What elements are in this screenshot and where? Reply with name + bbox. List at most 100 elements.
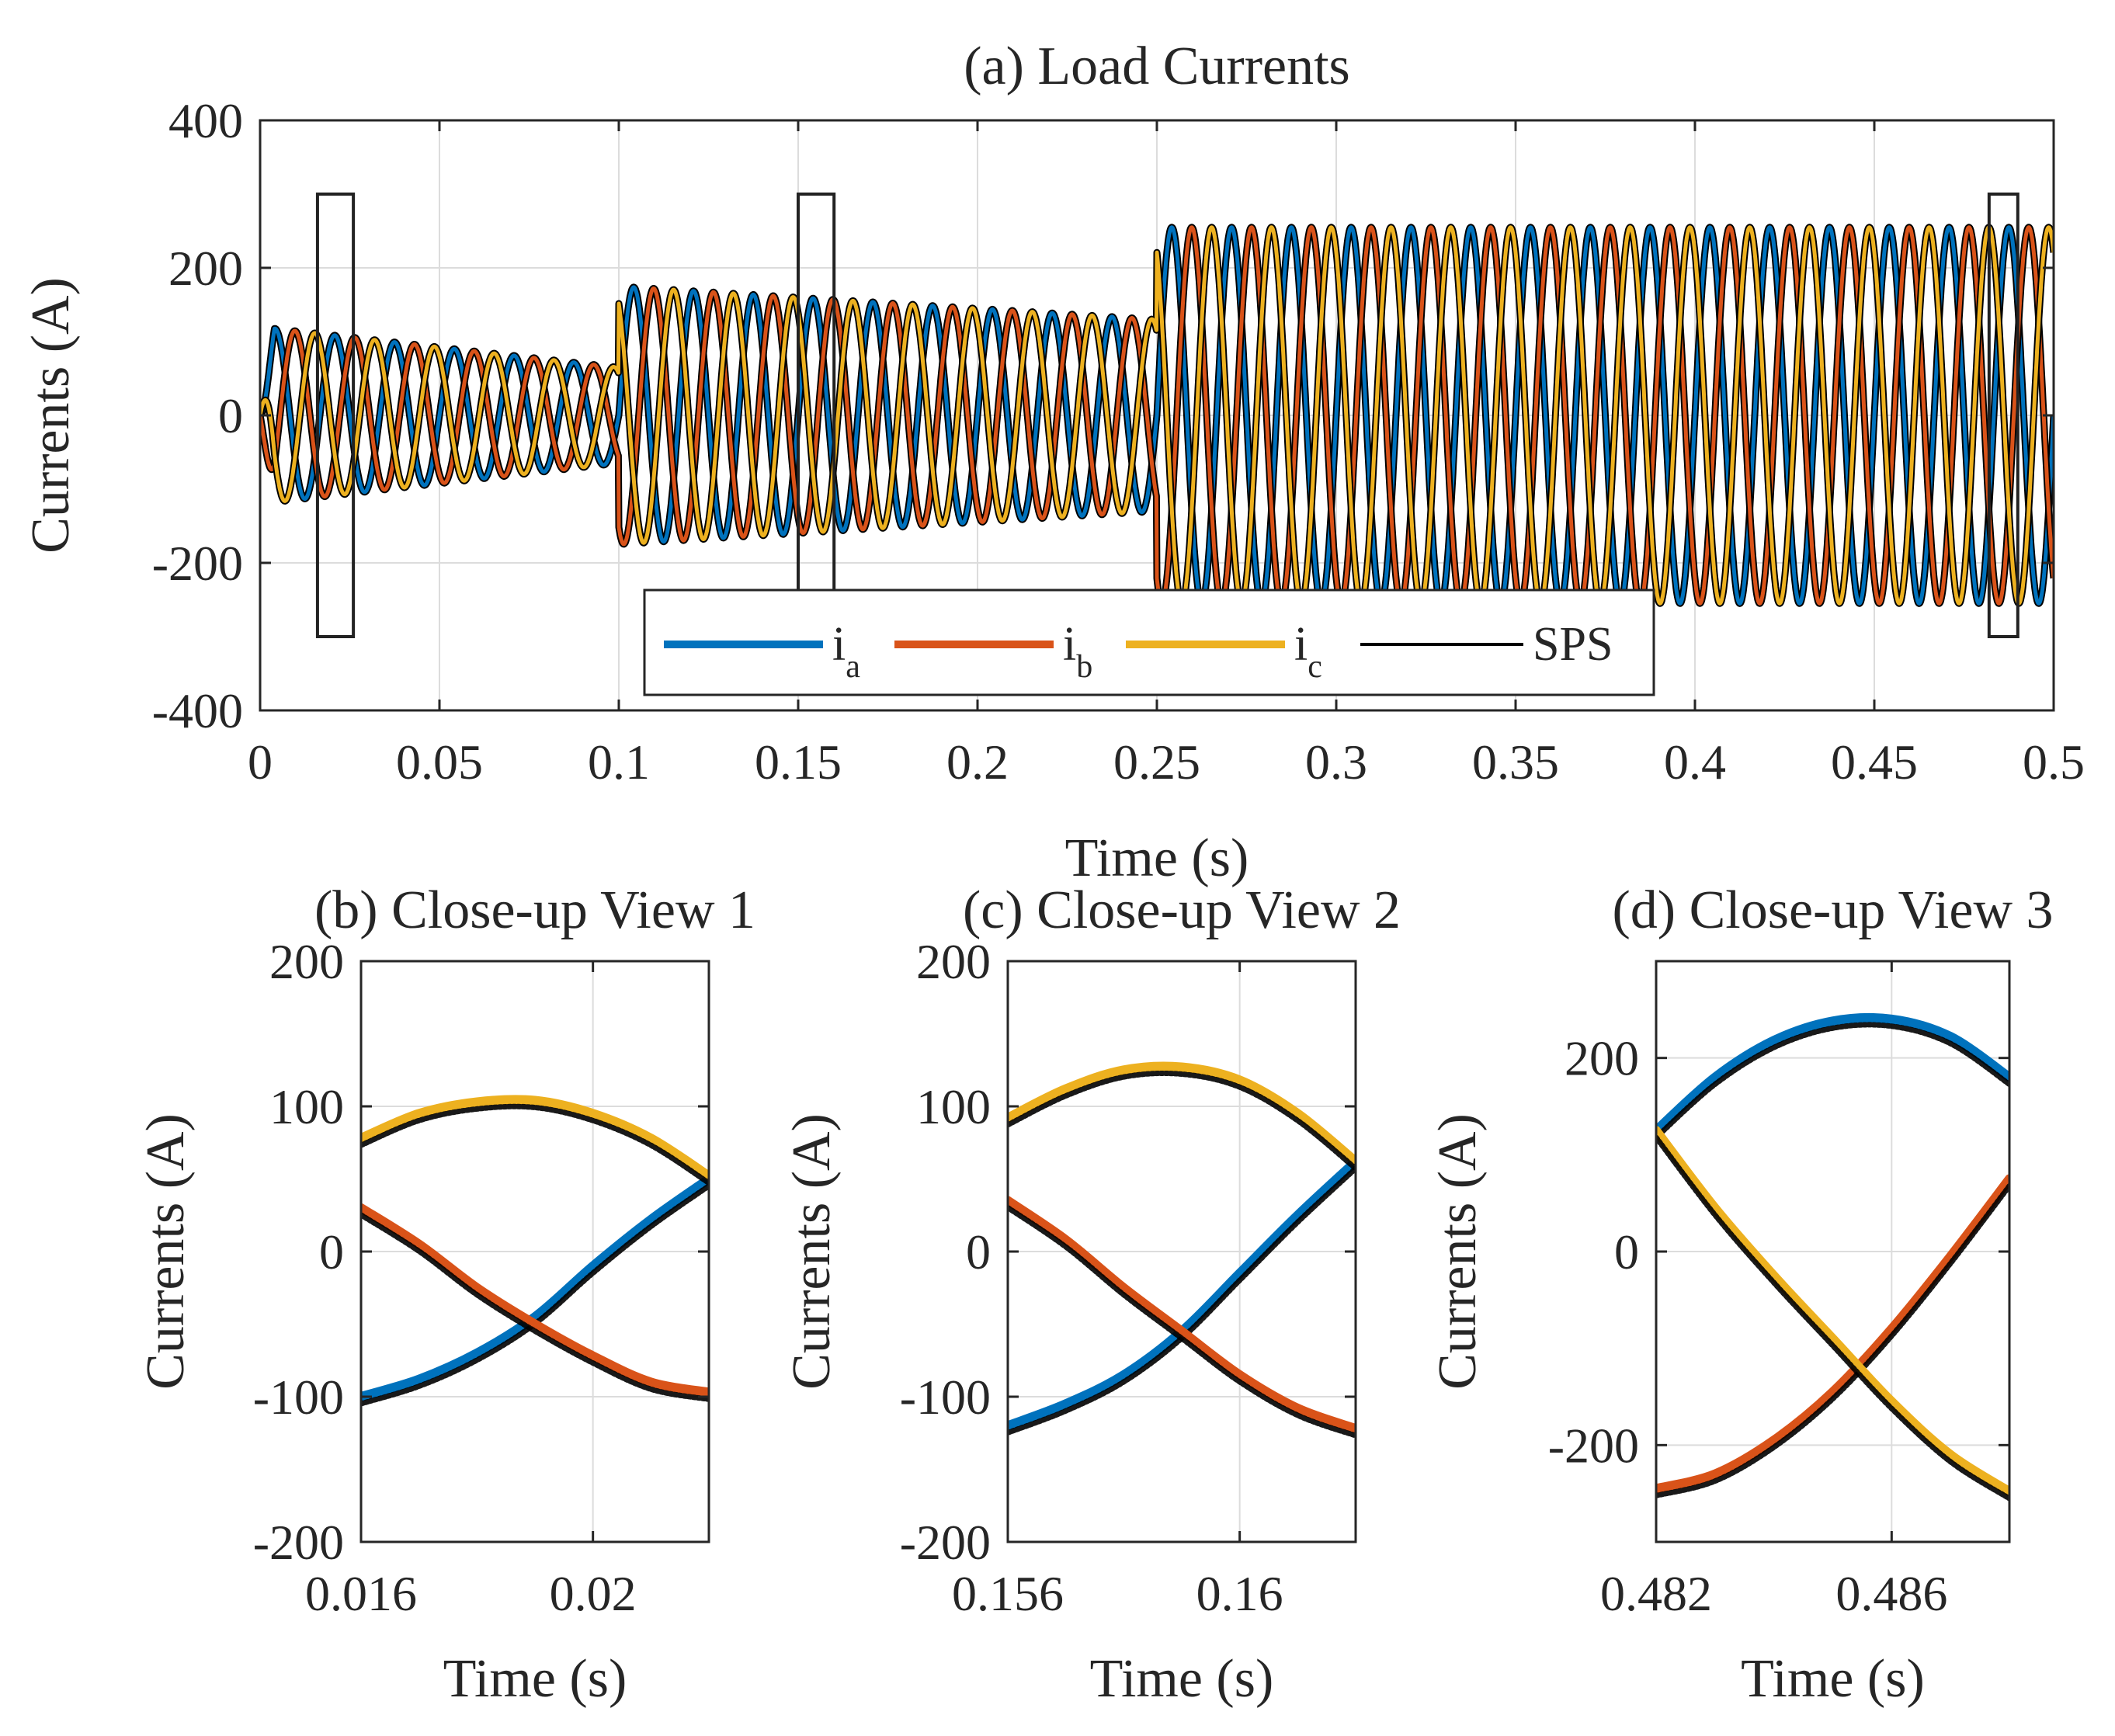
data-point-i_c (649, 1137, 652, 1140)
y-tick-label: 0 (319, 1224, 344, 1279)
y-axis-label: Currents (A) (1428, 1113, 1488, 1390)
chart-title: (b) Close-up View 1 (314, 880, 755, 940)
legend-sub-a: a (846, 649, 860, 685)
x-tick-label: 0.16 (1196, 1566, 1283, 1621)
series-group (361, 1095, 709, 1407)
data-point-i_a (1064, 1402, 1068, 1405)
zoom-box-1 (315, 193, 356, 638)
data-point-i_c (418, 1112, 421, 1115)
data-point-i_c (1064, 1088, 1068, 1091)
series-line-i_b (1656, 1174, 2009, 1494)
data-point-i_a (533, 1315, 537, 1318)
x-tick-label: 0.25 (1113, 734, 1200, 790)
y-axis-label: Currents (A) (136, 1113, 196, 1390)
series-sps-i_c (1656, 1134, 2009, 1502)
y-tick-label: -100 (900, 1370, 991, 1425)
data-point-i_c (1122, 1068, 1125, 1071)
x-tick-label: 0.45 (1831, 734, 1918, 790)
data-point-i_b (1714, 1473, 1717, 1476)
x-tick-label: 0.35 (1472, 734, 1559, 790)
data-point-i_b (1180, 1330, 1183, 1333)
data-point-i_a (1122, 1373, 1125, 1377)
series-group (1656, 1012, 2009, 1502)
series-sps-i_a (1656, 1022, 2009, 1141)
series-sps-i_b (1656, 1183, 2009, 1498)
series-sps-i_c (1008, 1070, 1356, 1172)
data-point-i_b (1064, 1238, 1068, 1241)
y-tick-label: -400 (152, 683, 243, 738)
x-tick-label: 0.156 (952, 1566, 1064, 1621)
y-tick-label: 400 (168, 93, 243, 148)
data-point-i_c (1773, 1274, 1776, 1277)
data-point-i_a (1890, 1018, 1893, 1021)
data-point-i_a (475, 1352, 478, 1355)
chart-panel-3: 0.482 0.486 -200 0 200 (d) Close-up View 3 Tim… (1428, 880, 2054, 1709)
y-tick-label: 0 (218, 388, 243, 443)
chart-title: (d) Close-up View 3 (1612, 880, 2053, 940)
series-sps-i_b (1008, 1205, 1356, 1439)
data-point-i_b (418, 1243, 421, 1246)
data-point-i_c (1832, 1337, 1834, 1340)
data-point-i_b (592, 1355, 595, 1358)
x-axis-label: Time (s) (1741, 1649, 1925, 1709)
data-point-i_b (1238, 1373, 1242, 1377)
x-axis-label: Time (s) (1090, 1649, 1274, 1709)
y-tick-label: -200 (900, 1515, 991, 1570)
x-tick-label: 0.05 (396, 734, 483, 790)
x-tick-label: 0.482 (1600, 1566, 1712, 1621)
x-tick-label: 0.4 (1664, 734, 1726, 790)
zoom-box-3 (1987, 193, 2019, 638)
data-point-i_b (1890, 1328, 1893, 1331)
x-tick-label: 0.5 (2023, 734, 2085, 790)
y-tick-label: 200 (269, 934, 344, 989)
y-tick-label: 0 (1614, 1224, 1639, 1279)
x-tick-label: 0.15 (755, 734, 842, 790)
x-axis-label: Time (s) (443, 1649, 627, 1709)
data-point-i_b (475, 1286, 478, 1290)
y-tick-label: 100 (916, 1079, 991, 1134)
y-tick-label: -200 (1548, 1418, 1639, 1473)
x-tick-label: 0.016 (305, 1566, 417, 1621)
y-tick-label: 100 (269, 1079, 344, 1134)
x-tick-label: 0.02 (550, 1566, 637, 1621)
series-sps-i_b (361, 1212, 709, 1402)
data-point-i_c (592, 1112, 595, 1115)
data-point-i_b (533, 1323, 537, 1325)
data-point-i_b (1773, 1439, 1776, 1442)
data-point-i_a (1296, 1213, 1299, 1217)
y-tick-label: -100 (253, 1370, 344, 1425)
data-point-i_a (1773, 1039, 1776, 1042)
x-tick-label: 0 (248, 734, 273, 790)
data-point-i_c (475, 1100, 478, 1103)
x-tick-label: 0.1 (588, 734, 650, 790)
data-point-i_a (1714, 1076, 1717, 1079)
y-tick-label: 0 (966, 1224, 991, 1279)
y-axis-label: Currents (A) (782, 1113, 842, 1390)
data-point-i_a (1832, 1019, 1834, 1023)
data-point-i_c (1949, 1453, 1952, 1457)
y-tick-label: 200 (916, 934, 991, 989)
series-group (260, 193, 2054, 638)
data-point-i_b (1122, 1286, 1125, 1290)
data-point-i_c (1180, 1066, 1183, 1069)
y-tick-label: -200 (253, 1515, 344, 1570)
data-point-i_b (649, 1380, 652, 1384)
chart-panel-2: 0.156 0.16 -200 -100 0 100 200(c) Close-up Vie… (782, 880, 1401, 1709)
series-line-i_a (260, 225, 2054, 606)
data-point-i_b (1949, 1255, 1952, 1258)
legend: ia ib ic SPS (643, 589, 1655, 696)
y-axis-label: Currents (A) (21, 277, 81, 554)
series-line-i_c (260, 225, 2054, 606)
chart-panel-1: 0.016 0.02 -200 -100 0 100 200(b) Close-up Vie… (136, 880, 755, 1709)
data-point-i_b (1832, 1391, 1834, 1394)
data-point-i_a (418, 1378, 421, 1381)
series-sps-i_c (361, 1103, 709, 1186)
data-point-i_a (1238, 1272, 1242, 1275)
data-point-i_a (1949, 1035, 1952, 1038)
legend-sub-b: b (1076, 649, 1092, 685)
x-axis-label: Time (s) (1065, 828, 1249, 888)
data-point-i_b (1296, 1407, 1299, 1410)
data-point-i_c (1238, 1078, 1242, 1082)
